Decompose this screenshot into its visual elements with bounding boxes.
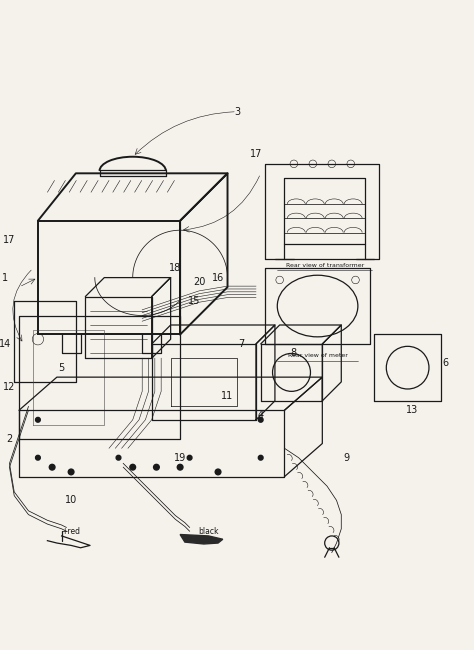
Text: 7: 7 (238, 339, 245, 349)
Circle shape (177, 464, 183, 470)
Text: 15: 15 (188, 296, 201, 306)
Polygon shape (180, 534, 223, 544)
Circle shape (116, 456, 121, 460)
Text: 16: 16 (212, 272, 224, 283)
Circle shape (154, 464, 159, 470)
Text: 13: 13 (406, 406, 419, 415)
Text: 2: 2 (6, 434, 13, 444)
Text: 5: 5 (58, 363, 65, 372)
Text: 12: 12 (3, 382, 16, 391)
Text: +red: +red (62, 526, 81, 536)
Text: Rear view of transformer: Rear view of transformer (285, 263, 364, 268)
Text: 3: 3 (234, 107, 240, 117)
Circle shape (187, 456, 192, 460)
Circle shape (49, 464, 55, 470)
Text: 1: 1 (2, 272, 8, 283)
Circle shape (36, 456, 40, 460)
Text: black: black (198, 526, 219, 536)
Text: 11: 11 (221, 391, 234, 401)
Text: 14: 14 (0, 339, 11, 349)
Text: 8: 8 (291, 348, 297, 358)
Text: 17: 17 (3, 235, 16, 244)
Circle shape (130, 464, 136, 470)
Text: 20: 20 (193, 278, 205, 287)
Text: 19: 19 (174, 452, 186, 463)
Text: Rear view of meter: Rear view of meter (288, 354, 347, 358)
Circle shape (215, 469, 221, 474)
Circle shape (258, 456, 263, 460)
Text: 4: 4 (258, 410, 264, 420)
Circle shape (36, 417, 40, 422)
Text: 17: 17 (250, 150, 262, 159)
Circle shape (258, 417, 263, 422)
Text: 10: 10 (65, 495, 77, 506)
Text: 6: 6 (443, 358, 448, 368)
Circle shape (68, 469, 74, 474)
Text: 18: 18 (169, 263, 182, 273)
Text: 9: 9 (343, 452, 349, 463)
